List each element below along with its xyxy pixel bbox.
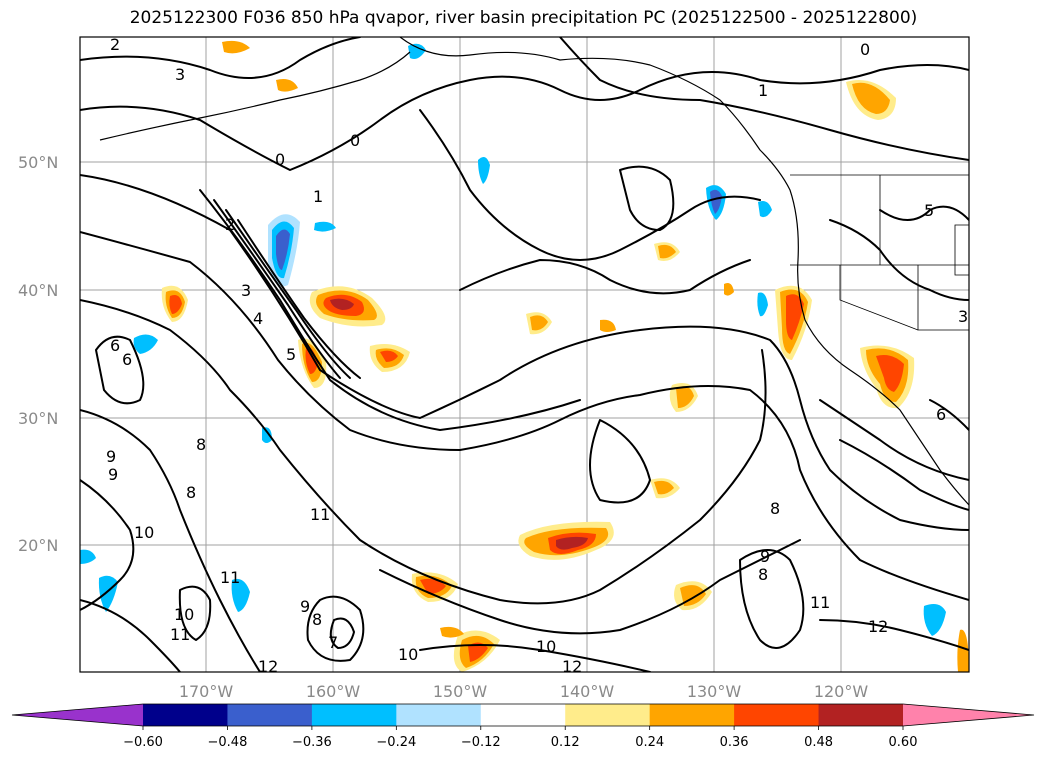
colorbar-tick-label: 0.24: [635, 735, 664, 750]
contour-label: 8: [770, 499, 780, 518]
qvapor-contours: [80, 37, 969, 672]
contour-label: 3: [958, 307, 968, 326]
colorbar-segment: [734, 704, 820, 726]
lat-label: 40°N: [18, 281, 58, 300]
contour-label: 8: [186, 483, 196, 502]
contour-label: 9: [108, 465, 118, 484]
colorbar-segment: [143, 704, 228, 726]
contour-label: 11: [810, 593, 830, 612]
map-area: [80, 37, 969, 672]
map-title: 2025122300 F036 850 hPa qvapor, river ba…: [129, 8, 918, 28]
colorbar-tick-label: −0.36: [292, 735, 332, 750]
contour-label: 3: [175, 65, 185, 84]
colorbar-tick-label: −0.60: [123, 735, 163, 750]
colorbar-segment: [480, 704, 566, 726]
contour-label: 2: [225, 215, 235, 234]
contour-label: 6: [122, 350, 132, 369]
contour-label: 1: [758, 81, 768, 100]
contour-label: 1: [313, 187, 323, 206]
contour-label: 8: [196, 435, 206, 454]
contour-label: 9: [106, 447, 116, 466]
contour-label: 11: [170, 625, 190, 644]
contour-label: 5: [924, 201, 934, 220]
coastlines: [99, 37, 969, 506]
contour-label: 10: [536, 637, 556, 656]
colorbar: [11, 703, 1035, 727]
contour-labels: 2 3 0 1 2 3 4 5 6 6 8 9 9 8 10 11 10 11 …: [106, 35, 968, 676]
contour-label: 4: [253, 309, 263, 328]
contour-label: 10: [134, 523, 154, 542]
lon-label: 130°W: [687, 682, 742, 701]
contour-label: 10: [174, 605, 194, 624]
lat-label: 20°N: [18, 536, 58, 555]
contour-label: 12: [868, 617, 888, 636]
lon-label: 170°W: [179, 682, 234, 701]
colorbar-ticks: −0.60 −0.48 −0.36 −0.24 −0.12 0.12 0.24 0.36 0.4…: [123, 726, 917, 750]
colorbar-tick-label: −0.48: [208, 735, 248, 750]
colorbar-extend-high: [903, 704, 1034, 726]
colorbar-extend-low: [12, 704, 143, 726]
graticule: [80, 37, 969, 672]
colorbar-segment: [565, 704, 651, 726]
lon-labels: 170°W 160°W 150°W 140°W 130°W 120°W: [179, 682, 869, 701]
contour-label: 6: [110, 336, 120, 355]
lon-label: 120°W: [814, 682, 869, 701]
lat-label: 50°N: [18, 153, 58, 172]
colorbar-tick-label: 0.12: [551, 735, 580, 750]
contour-label: 5: [286, 345, 296, 364]
colorbar-segment: [818, 704, 904, 726]
colorbar-tick-label: −0.24: [376, 735, 416, 750]
colorbar-segment: [311, 704, 397, 726]
contour-label: 0: [860, 40, 870, 59]
colorbar-tick-label: 0.60: [889, 735, 918, 750]
contour-label: 12: [258, 657, 278, 676]
contour-label: 10: [398, 645, 418, 664]
colorbar-segment: [649, 704, 735, 726]
contour-label: 8: [312, 610, 322, 629]
map-frame: [79, 36, 970, 673]
colorbar-segment: [396, 704, 482, 726]
contour-label: 8: [758, 565, 768, 584]
lat-labels: 50°N 40°N 30°N 20°N: [18, 153, 58, 555]
colorbar-tick-label: 0.36: [720, 735, 749, 750]
contour-label: 12: [562, 657, 582, 676]
precip-shading: [80, 40, 969, 672]
contour-label: 9: [760, 547, 770, 566]
colorbar-segment: [227, 704, 313, 726]
contour-label: 2: [110, 35, 120, 54]
colorbar-tick-label: 0.48: [804, 735, 833, 750]
contour-label: 11: [220, 568, 240, 587]
lat-label: 30°N: [18, 409, 58, 428]
contour-label: 0: [275, 150, 285, 169]
contour-label: 0: [350, 131, 360, 150]
lon-label: 160°W: [306, 682, 361, 701]
colorbar-tick-label: −0.12: [461, 735, 501, 750]
contour-label: 11: [310, 505, 330, 524]
lon-label: 150°W: [433, 682, 488, 701]
lon-label: 140°W: [560, 682, 615, 701]
contour-label: 3: [241, 281, 251, 300]
contour-label: 7: [328, 633, 338, 652]
contour-label: 9: [300, 597, 310, 616]
contour-label: 6: [936, 405, 946, 424]
